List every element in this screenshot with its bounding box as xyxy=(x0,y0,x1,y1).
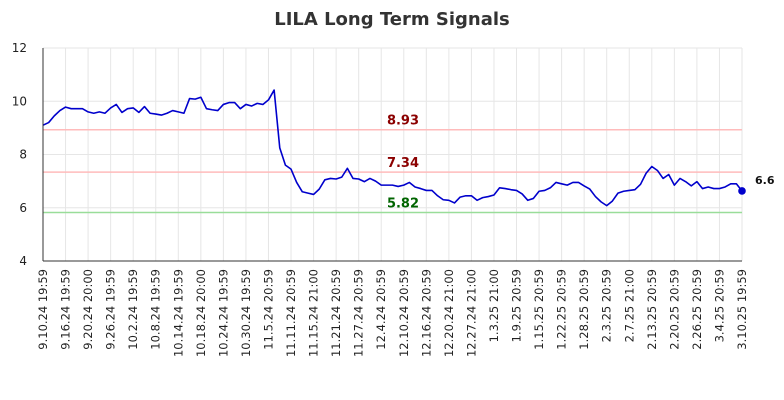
x-tick-label: 9.26.24 19:59 xyxy=(104,269,118,350)
x-tick-label: 2.3.25 20:59 xyxy=(600,269,614,342)
level-label-7.34: 7.34 xyxy=(387,156,419,171)
last-point-marker xyxy=(738,187,746,195)
chart-title: LILA Long Term Signals xyxy=(274,9,510,30)
x-tick-label: 11.5.24 20:59 xyxy=(261,269,275,350)
x-tick-label: 2.7.25 21:00 xyxy=(622,269,636,342)
x-tick-label: 11.27.24 20:59 xyxy=(352,269,366,357)
level-label-8.93: 8.93 xyxy=(387,114,419,129)
annotations: 8.93 7.34 5.82 6.6 xyxy=(387,114,775,212)
x-tick-label: 9.10.24 19:59 xyxy=(36,269,50,350)
x-tick-label: 12.10.24 20:59 xyxy=(397,269,411,357)
x-tick-label: 1.28.25 20:59 xyxy=(577,269,591,350)
x-tick-label: 12.4.24 20:59 xyxy=(374,269,388,350)
x-tick-label: 11.21.24 20:59 xyxy=(329,269,343,357)
x-tick-label: 12.16.24 20:59 xyxy=(419,269,433,357)
y-tick-label: 6 xyxy=(19,201,27,215)
x-tick-label: 11.11.24 20:59 xyxy=(284,269,298,357)
y-tick-label: 12 xyxy=(12,41,27,55)
x-tick-label: 9.20.24 20:00 xyxy=(81,269,95,350)
x-tick-label: 2.26.25 20:59 xyxy=(690,269,704,350)
y-tick-label: 10 xyxy=(12,94,27,108)
x-tick-label: 2.13.25 20:59 xyxy=(645,269,659,350)
x-tick-label: 9.16.24 19:59 xyxy=(59,269,73,350)
grid xyxy=(42,47,743,262)
x-tick-label: 10.18.24 20:00 xyxy=(194,269,208,357)
x-tick-label: 1.9.25 20:59 xyxy=(510,269,524,342)
x-tick-label: 10.14.24 19:59 xyxy=(171,269,185,357)
x-tick-label: 10.2.24 19:59 xyxy=(126,269,140,350)
level-label-5.82: 5.82 xyxy=(387,197,419,212)
x-tick-label: 10.24.24 19:59 xyxy=(216,269,230,357)
price-series xyxy=(42,89,746,207)
signal-levels xyxy=(43,128,742,214)
x-tick-label: 3.4.25 20:59 xyxy=(712,269,726,342)
x-tick-label: 3.10.25 19:59 xyxy=(735,269,749,350)
price-line xyxy=(42,89,743,207)
x-tick-label: 11.15.24 21:00 xyxy=(307,269,321,357)
x-tick-label: 1.22.25 20:59 xyxy=(555,269,569,350)
axes: 4 6 8 10 12 9.10.24 19:59 9.16.24 19:59 9.20.24… xyxy=(12,41,749,357)
y-tick-label: 8 xyxy=(19,148,27,162)
x-tick-label: 2.20.25 20:59 xyxy=(667,269,681,350)
x-tick-label: 10.8.24 19:59 xyxy=(149,269,163,350)
x-tick-label: 10.30.24 19:59 xyxy=(239,269,253,357)
y-tick-label: 4 xyxy=(19,254,27,268)
x-tick-label: 12.27.24 21:00 xyxy=(464,269,478,357)
x-tick-label: 1.3.25 21:00 xyxy=(487,269,501,342)
x-tick-label: 1.15.25 20:59 xyxy=(532,269,546,350)
x-tick-label: 12.20.24 21:00 xyxy=(442,269,456,357)
last-value-label: 6.6 xyxy=(755,174,775,187)
